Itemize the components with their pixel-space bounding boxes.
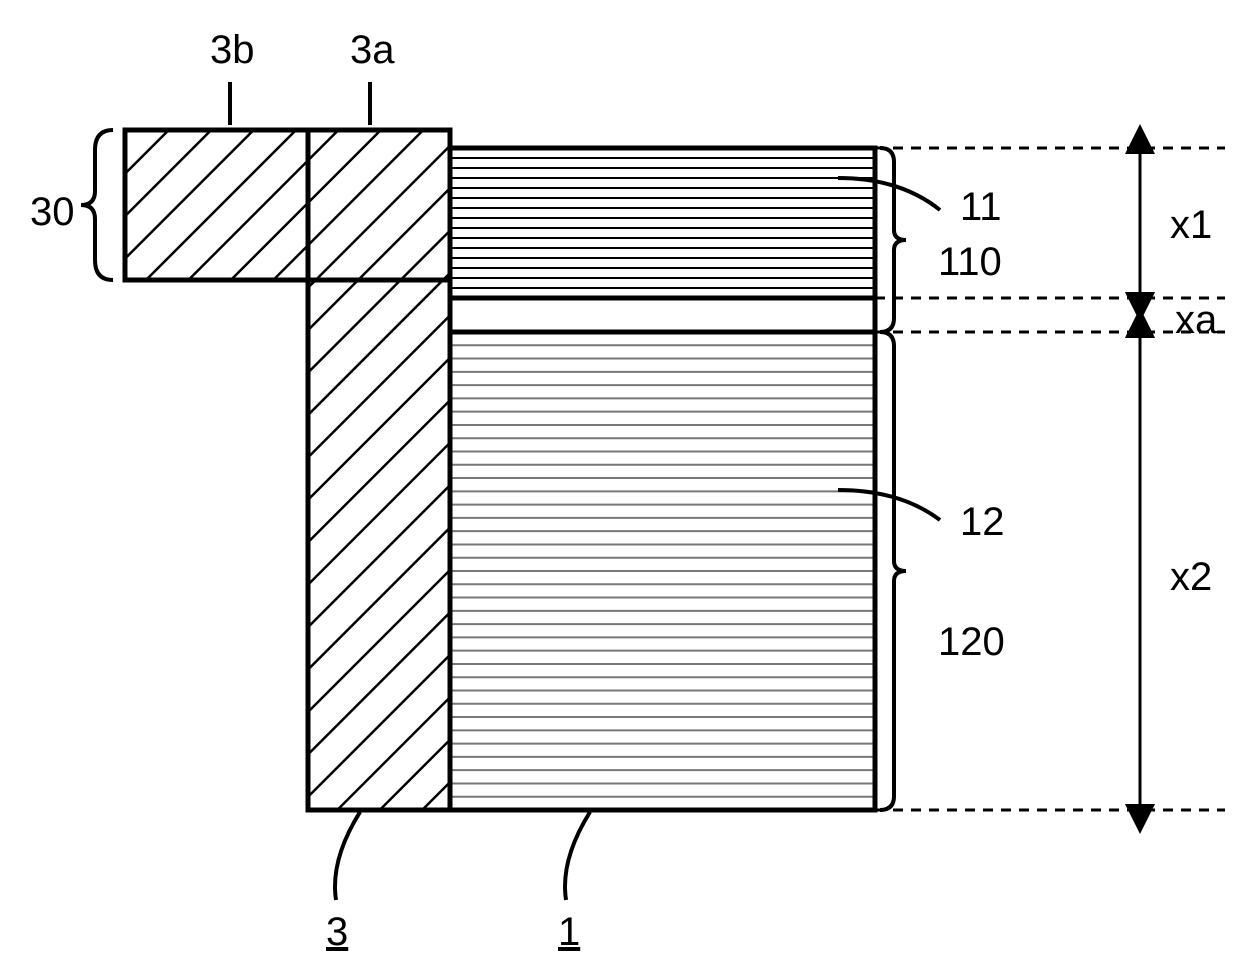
label-12: 12 <box>960 500 1005 544</box>
label-120: 120 <box>938 620 1005 664</box>
leader-1 <box>565 812 590 900</box>
brace-110 <box>880 148 906 332</box>
label-1: 1 <box>558 910 580 954</box>
region-3a <box>308 130 450 280</box>
brace-120 <box>880 332 906 810</box>
patent-figure: 1 3 11 12 30 110 120 3b 3a x1 xa x2 <box>0 0 1240 980</box>
region-3b <box>125 130 308 280</box>
label-3: 3 <box>326 910 348 954</box>
leader-3 <box>335 812 360 900</box>
label-11: 11 <box>960 185 1002 229</box>
layer-11 <box>450 148 875 298</box>
label-x2: x2 <box>1170 555 1212 599</box>
label-110: 110 <box>938 240 1002 284</box>
layer-12 <box>450 332 875 810</box>
label-3b: 3b <box>210 28 255 72</box>
label-xa: xa <box>1175 298 1218 342</box>
label-x1: x1 <box>1170 203 1212 247</box>
label-30: 30 <box>30 190 75 234</box>
brace-30 <box>81 130 113 280</box>
region-3-stem <box>308 280 450 810</box>
label-3a: 3a <box>350 28 395 72</box>
